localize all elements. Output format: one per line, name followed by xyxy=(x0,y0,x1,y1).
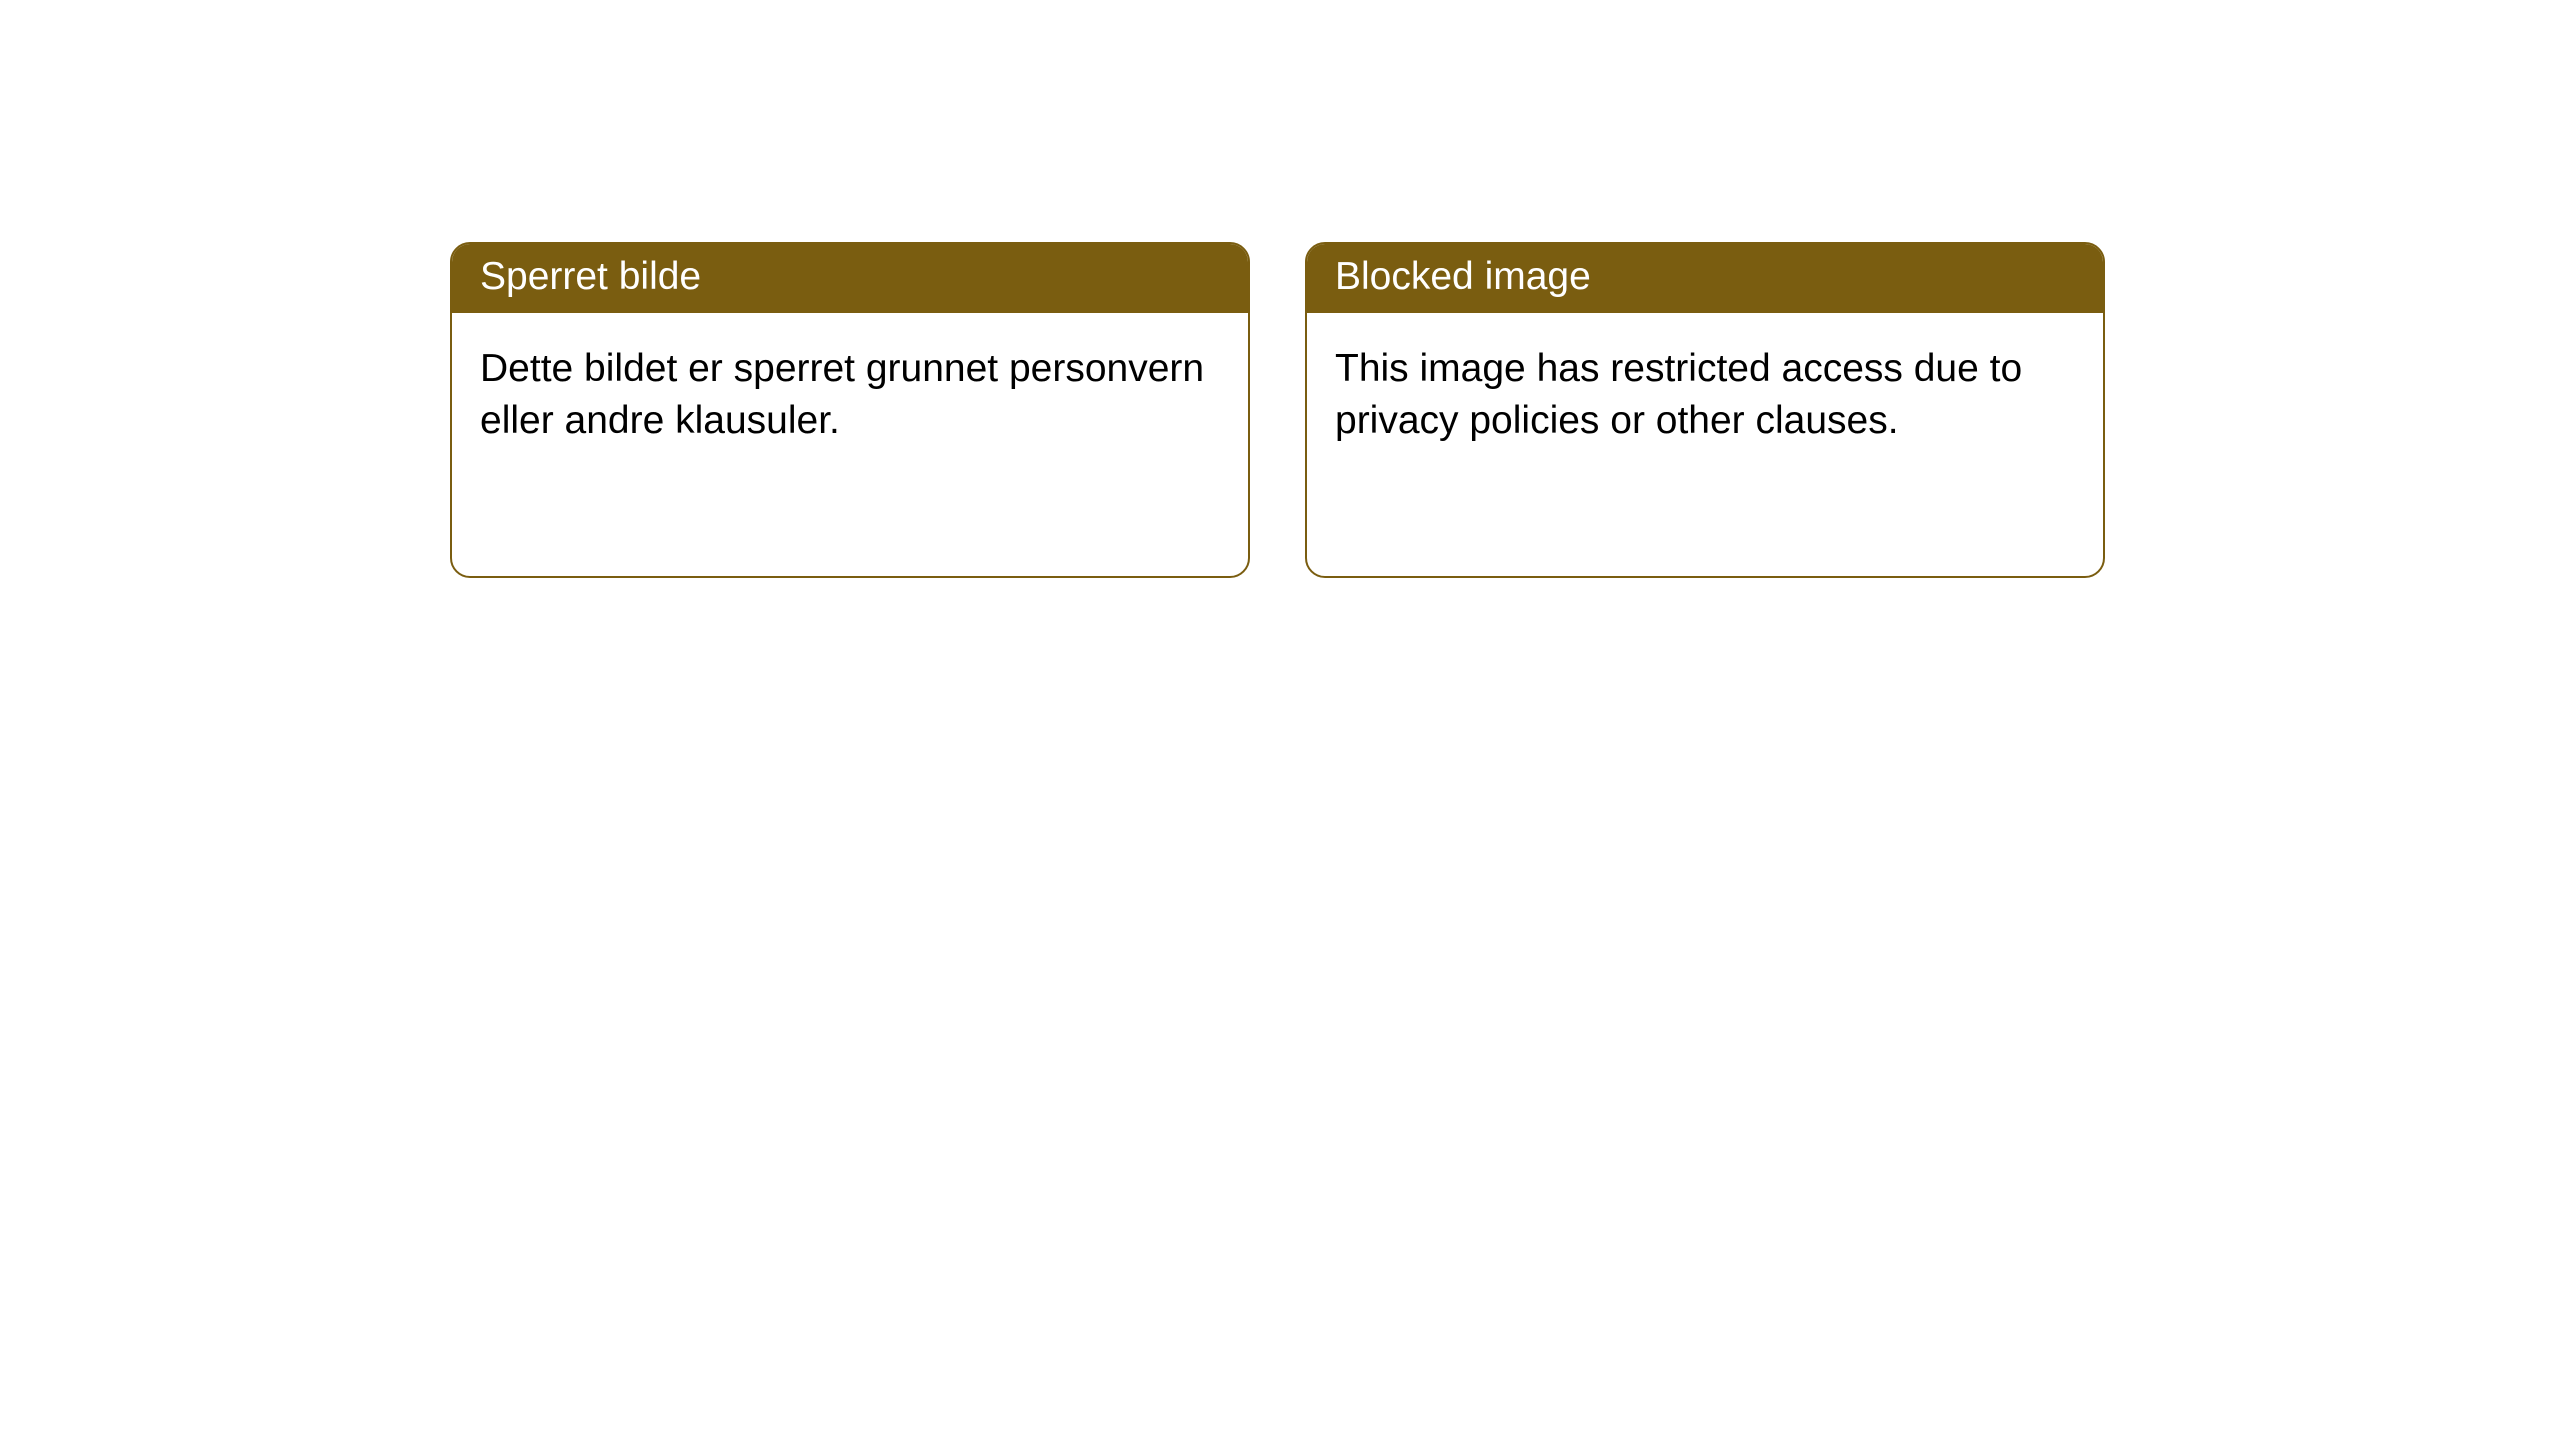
notice-container: Sperret bilde Dette bildet er sperret gr… xyxy=(0,0,2560,578)
notice-card-english: Blocked image This image has restricted … xyxy=(1305,242,2105,578)
notice-body-english: This image has restricted access due to … xyxy=(1307,313,2103,478)
notice-card-norwegian: Sperret bilde Dette bildet er sperret gr… xyxy=(450,242,1250,578)
notice-body-norwegian: Dette bildet er sperret grunnet personve… xyxy=(452,313,1248,478)
notice-header-english: Blocked image xyxy=(1307,244,2103,313)
notice-header-norwegian: Sperret bilde xyxy=(452,244,1248,313)
